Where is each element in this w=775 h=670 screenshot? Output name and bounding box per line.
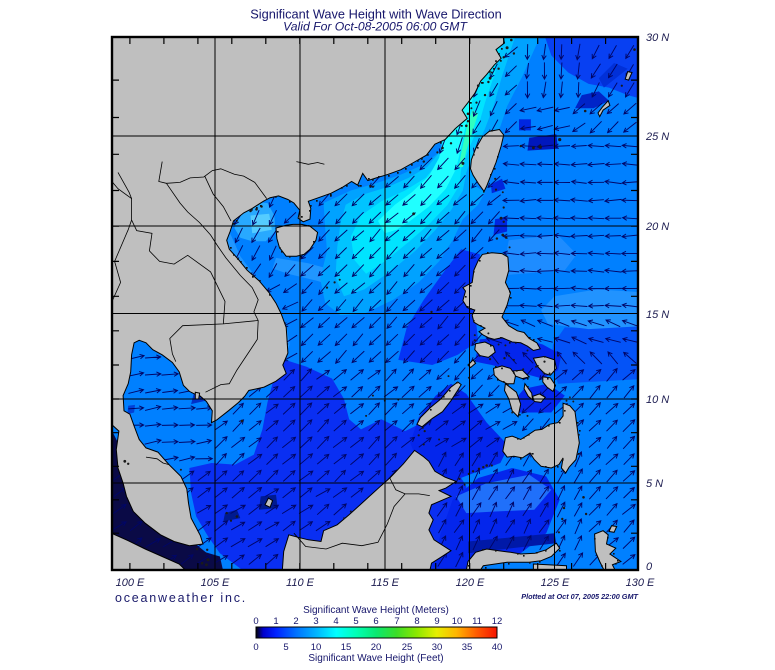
svg-text:30: 30 xyxy=(432,642,443,653)
svg-text:12: 12 xyxy=(492,616,503,627)
svg-text:20 N: 20 N xyxy=(645,221,669,233)
svg-text:Significant Wave Height with W: Significant Wave Height with Wave Direct… xyxy=(250,7,502,22)
svg-text:15 N: 15 N xyxy=(646,309,669,321)
svg-text:130 E: 130 E xyxy=(626,577,655,589)
svg-text:0: 0 xyxy=(253,616,258,627)
svg-text:3: 3 xyxy=(313,616,318,627)
svg-text:15: 15 xyxy=(341,642,352,653)
svg-text:10 N: 10 N xyxy=(646,394,669,406)
svg-text:oceanweather inc.: oceanweather inc. xyxy=(115,591,247,605)
svg-text:10: 10 xyxy=(452,616,463,627)
svg-text:4: 4 xyxy=(333,616,338,627)
svg-text:1: 1 xyxy=(273,616,278,627)
svg-text:20: 20 xyxy=(371,642,382,653)
svg-text:25: 25 xyxy=(402,642,413,653)
svg-text:35: 35 xyxy=(462,642,473,653)
svg-text:8: 8 xyxy=(414,616,419,627)
svg-text:40: 40 xyxy=(492,642,503,653)
svg-text:5 N: 5 N xyxy=(646,478,663,490)
svg-text:10: 10 xyxy=(311,642,322,653)
svg-text:5: 5 xyxy=(353,616,358,627)
svg-text:7: 7 xyxy=(394,616,399,627)
svg-text:Significant Wave Height (Meter: Significant Wave Height (Meters) xyxy=(303,605,449,616)
svg-text:11: 11 xyxy=(472,616,482,627)
svg-text:6: 6 xyxy=(373,616,378,627)
svg-text:Valid For Oct-08-2005 06:00 GM: Valid For Oct-08-2005 06:00 GMT xyxy=(283,20,468,34)
svg-text:120 E: 120 E xyxy=(456,577,485,589)
svg-text:5: 5 xyxy=(283,642,288,653)
svg-text:0: 0 xyxy=(646,561,653,573)
svg-text:25 N: 25 N xyxy=(645,131,669,143)
svg-text:Plotted at Oct 07, 2005 22:00: Plotted at Oct 07, 2005 22:00 GMT xyxy=(521,592,638,601)
svg-text:Significant Wave Height (Feet): Significant Wave Height (Feet) xyxy=(308,653,443,664)
svg-text:30 N: 30 N xyxy=(646,32,669,44)
svg-text:9: 9 xyxy=(434,616,439,627)
svg-text:110 E: 110 E xyxy=(286,577,315,589)
svg-text:115 E: 115 E xyxy=(371,577,400,589)
svg-text:0: 0 xyxy=(253,642,258,653)
svg-text:2: 2 xyxy=(293,616,298,627)
svg-text:105 E: 105 E xyxy=(201,577,230,589)
svg-text:125 E: 125 E xyxy=(541,577,570,589)
svg-text:100 E: 100 E xyxy=(116,577,145,589)
